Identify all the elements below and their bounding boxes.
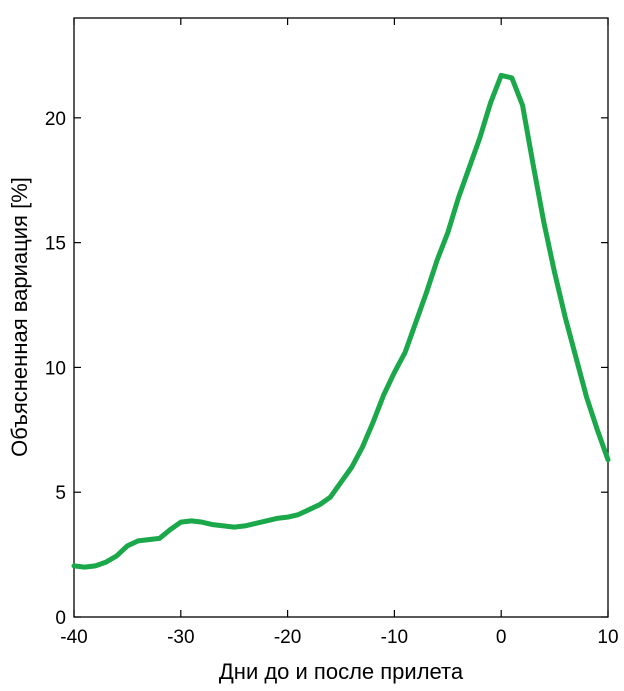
y-tick-label: 20 xyxy=(45,109,66,130)
series-line xyxy=(71,72,611,570)
x-axis-label: Дни до и после прилета xyxy=(219,659,464,684)
x-tick-label: 0 xyxy=(496,627,507,648)
plot-frame xyxy=(73,17,609,618)
y-tick-label: 15 xyxy=(45,234,66,255)
y-axis-label: Объясненная вариация [%] xyxy=(7,177,32,457)
y-tick-label: 0 xyxy=(55,608,66,629)
tick-label-group: -40 -30 -20 -10 0 10 0 5 10 15 20 xyxy=(45,109,619,648)
y-tick-label: 5 xyxy=(55,483,66,504)
x-tick-label: -30 xyxy=(167,627,194,648)
tick-group xyxy=(73,18,609,618)
y-tick-label: 10 xyxy=(45,358,66,379)
x-tick-label: -40 xyxy=(60,627,87,648)
x-tick-label: -10 xyxy=(381,627,408,648)
x-tick-label: -20 xyxy=(274,627,301,648)
x-tick-label: 10 xyxy=(597,627,618,648)
